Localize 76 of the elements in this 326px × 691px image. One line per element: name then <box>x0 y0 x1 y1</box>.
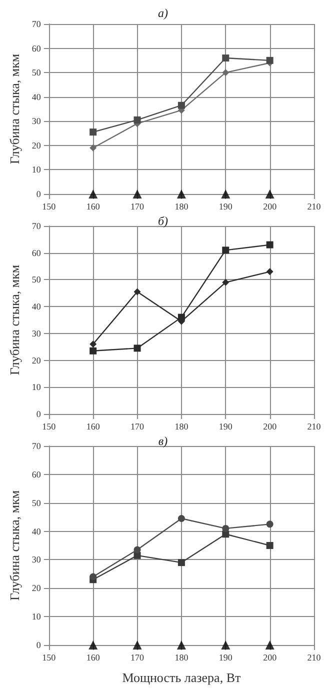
point <box>90 128 97 136</box>
x-tick-label: 150 <box>42 652 56 662</box>
y-tick-label: 30 <box>32 554 42 565</box>
x-tick-label: 150 <box>42 422 56 432</box>
point <box>90 144 97 152</box>
x-tick-label: 180 <box>174 422 189 432</box>
point <box>222 278 230 286</box>
x-tick-label: 190 <box>218 202 233 212</box>
point <box>266 56 274 64</box>
y-tick-label: 20 <box>32 583 42 594</box>
y-axis-title: Глубина стыка, мкм <box>7 54 22 164</box>
point <box>222 69 230 76</box>
chart-title: а) <box>158 6 168 20</box>
point <box>178 314 185 321</box>
point <box>178 559 185 566</box>
y-tick-label: 70 <box>32 441 42 451</box>
point <box>266 520 274 528</box>
x-tick-label: 210 <box>307 422 322 432</box>
point <box>222 54 230 62</box>
y-axis-title: Глубина стыка, мкм <box>7 264 22 376</box>
y-tick-label: 20 <box>32 140 42 150</box>
point <box>266 542 274 549</box>
y-tick-label: 20 <box>32 355 42 366</box>
y-tick-label: 70 <box>32 19 42 29</box>
x-tick-label: 210 <box>307 652 322 662</box>
y-axis-title: Глубина стыка, мкм <box>7 490 22 601</box>
point <box>178 102 185 109</box>
point <box>222 524 230 532</box>
point <box>266 241 274 248</box>
x-tick-label: 210 <box>307 202 322 212</box>
y-tick-label: 10 <box>32 612 42 622</box>
x-tick-label: 200 <box>263 422 278 432</box>
y-tick-label: 0 <box>36 409 42 419</box>
point <box>222 246 230 254</box>
point <box>266 268 274 276</box>
point <box>90 573 97 580</box>
y-tick-label: 40 <box>32 92 42 102</box>
x-tick-label: 160 <box>86 202 100 212</box>
point <box>90 347 97 354</box>
chart-title: в) <box>158 434 168 448</box>
x-tick-label: 170 <box>130 422 145 432</box>
x-tick-label: 190 <box>218 652 233 662</box>
y-tick-label: 0 <box>36 189 42 199</box>
point <box>134 546 141 554</box>
point <box>134 344 141 352</box>
x-tick-label: 190 <box>218 422 233 432</box>
y-tick-label: 40 <box>32 302 42 312</box>
point <box>134 288 141 296</box>
x-axis-title: Мощность лазера, Вт <box>122 670 241 685</box>
x-tick-label: 170 <box>130 202 145 212</box>
x-tick-label: 200 <box>263 652 278 662</box>
point <box>134 116 141 124</box>
x-tick-label: 170 <box>130 652 145 662</box>
x-tick-label: 180 <box>174 652 189 662</box>
x-tick-label: 150 <box>42 202 56 212</box>
y-tick-label: 40 <box>32 526 42 536</box>
y-tick-label: 30 <box>32 328 42 338</box>
x-tick-label: 160 <box>86 422 100 432</box>
point <box>178 514 185 522</box>
y-tick-label: 70 <box>32 221 42 231</box>
y-tick-label: 30 <box>32 116 42 126</box>
y-tick-label: 50 <box>32 498 42 508</box>
y-tick-label: 50 <box>32 274 42 285</box>
chart-title: б) <box>158 214 168 228</box>
point <box>134 552 141 559</box>
y-tick-label: 0 <box>36 640 42 650</box>
y-tick-label: 10 <box>32 164 42 175</box>
y-tick-label: 10 <box>32 382 42 392</box>
point <box>90 340 97 348</box>
y-tick-label: 50 <box>32 68 42 78</box>
x-tick-label: 200 <box>263 202 278 212</box>
y-tick-label: 60 <box>32 469 42 480</box>
x-tick-label: 180 <box>174 202 189 212</box>
y-tick-label: 60 <box>32 43 42 54</box>
y-tick-label: 60 <box>32 248 42 258</box>
x-tick-label: 160 <box>86 652 100 662</box>
